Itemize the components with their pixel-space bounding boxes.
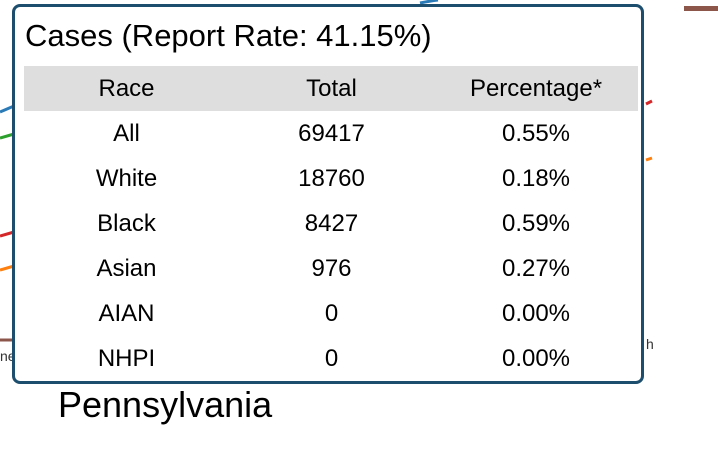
- bg-line-red-left: [0, 230, 15, 238]
- table-row: AIAN 0 0.00%: [24, 291, 638, 336]
- cell-percentage: 0.00%: [501, 299, 571, 327]
- table-row: Asian 976 0.27%: [24, 246, 638, 291]
- table-row: Black 8427 0.59%: [24, 201, 638, 246]
- bg-brown-bar-right: [684, 6, 718, 11]
- cases-table: Race Total Percentage* All 69417 0.55% W…: [24, 66, 638, 381]
- cell-race: AIAN: [98, 299, 155, 327]
- cell-total: 18760: [298, 164, 365, 192]
- bg-line-blue-top: [419, 0, 439, 5]
- cell-percentage: 0.18%: [501, 164, 571, 192]
- cell-total: 0: [324, 299, 339, 327]
- cell-percentage: 0.00%: [501, 344, 571, 372]
- cell-race: Black: [97, 209, 156, 237]
- bg-text-fragment-right: h: [646, 336, 654, 352]
- cell-percentage: 0.59%: [501, 209, 571, 237]
- cell-percentage: 0.27%: [501, 254, 571, 282]
- column-header-race: Race: [24, 66, 229, 111]
- table-row: NHPI 0 0.00%: [24, 336, 638, 381]
- bg-text-fragment-left: ne: [0, 348, 16, 364]
- cases-tooltip: Cases (Report Rate: 41.15%) Race Total P…: [12, 4, 644, 384]
- table-row: All 69417 0.55%: [24, 111, 638, 156]
- state-label: Pennsylvania: [58, 384, 273, 425]
- table-row: White 18760 0.18%: [24, 156, 638, 201]
- cell-total: 976: [311, 254, 352, 282]
- cell-race: All: [113, 119, 140, 147]
- column-header-total: Total: [229, 66, 434, 111]
- cell-race: NHPI: [97, 344, 156, 372]
- cell-total: 8427: [304, 209, 359, 237]
- table-header-row: Race Total Percentage*: [24, 66, 638, 111]
- bg-line-orange-left: [0, 264, 15, 272]
- cell-total: 69417: [298, 119, 365, 147]
- bg-line-green-left: [0, 132, 15, 140]
- cell-race: Asian: [96, 254, 157, 282]
- tooltip-title: Cases (Report Rate: 41.15%): [25, 18, 432, 53]
- cell-race: White: [95, 164, 158, 192]
- bg-line-orange-right: [645, 156, 653, 162]
- cell-total: 0: [324, 344, 339, 372]
- column-header-percentage: Percentage*: [434, 66, 638, 111]
- bg-line-red-right: [645, 99, 653, 106]
- cell-percentage: 0.55%: [501, 119, 571, 147]
- bg-line-blue-left: [0, 104, 15, 114]
